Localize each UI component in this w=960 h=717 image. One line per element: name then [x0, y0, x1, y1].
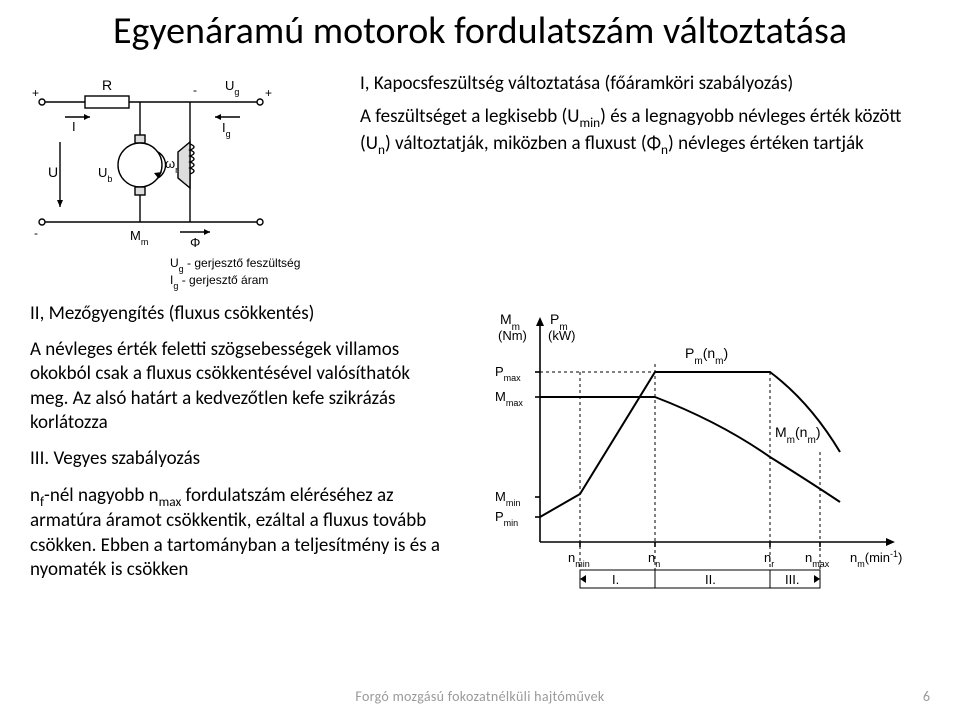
- svg-text:Pmin: Pmin: [495, 509, 518, 528]
- section-3-body: nf-nél nagyobb nmax fordulatszám elérésé…: [30, 484, 450, 583]
- svg-text:III.: III.: [785, 572, 799, 587]
- svg-text:nmin: nmin: [568, 550, 590, 569]
- page-title: Egyenáramú motorok fordulatszám változta…: [30, 10, 930, 54]
- svg-text:Mm(nm): Mm(nm): [775, 424, 820, 446]
- svg-text:Mmax: Mmax: [495, 389, 523, 408]
- svg-text:-: -: [193, 83, 197, 97]
- svg-text:II.: II.: [705, 572, 716, 587]
- svg-text:(Nm): (Nm): [498, 328, 527, 343]
- svg-text:+: +: [265, 86, 272, 100]
- circuit-diagram: + - R I ωm: [30, 62, 340, 292]
- svg-text:-: -: [34, 226, 38, 240]
- svg-text:Mmin: Mmin: [495, 489, 520, 508]
- circuit-legend-1: Ug - gerjesztő feszültség: [170, 256, 300, 274]
- footer-text: Forgó mozgású fokozatnélküli hajtóművek: [0, 688, 960, 705]
- svg-text:U: U: [48, 164, 58, 180]
- svg-text:Ig: Ig: [222, 120, 231, 139]
- performance-chart: Mm (Nm) Pm (kW) Pmax Mmax Mmin Pmin nmin…: [470, 302, 930, 602]
- svg-text:Mm: Mm: [130, 228, 148, 247]
- section-2-body: A névleges érték feletti szögsebességek …: [30, 338, 450, 435]
- svg-text:nm(min-1): nm(min-1): [850, 549, 902, 569]
- svg-text:nr: nr: [764, 550, 774, 569]
- svg-text:(kW): (kW): [548, 328, 575, 343]
- left-text: II, Mezőgyengítés (fluxus csökkentés) A …: [30, 302, 450, 607]
- svg-text:Pmax: Pmax: [495, 364, 521, 383]
- svg-text:nmax: nmax: [805, 550, 830, 569]
- page-number: 6: [923, 688, 930, 705]
- bottom-row: II, Mezőgyengítés (fluxus csökkentés) A …: [30, 302, 930, 607]
- section-1-heading: I, Kapocsfeszültség változtatása (főáram…: [360, 72, 930, 96]
- svg-text:Ug: Ug: [225, 78, 239, 97]
- svg-text:R: R: [102, 77, 112, 93]
- svg-text:I.: I.: [612, 572, 619, 587]
- circuit-diagram-container: + - R I ωm: [30, 62, 340, 297]
- section-3-heading: III. Vegyes szabályozás: [30, 447, 450, 471]
- section-1: I, Kapocsfeszültség változtatása (főáram…: [360, 62, 930, 297]
- svg-text:I: I: [72, 119, 76, 134]
- top-row: + - R I ωm: [30, 62, 930, 297]
- chart-container: Mm (Nm) Pm (kW) Pmax Mmax Mmin Pmin nmin…: [470, 302, 930, 607]
- svg-text:Φ: Φ: [190, 235, 200, 250]
- section-1-body: A feszültséget a legkisebb (Umin) és a l…: [360, 105, 930, 158]
- svg-text:Pm(nm): Pm(nm): [685, 345, 728, 367]
- svg-text:nn: nn: [648, 550, 660, 569]
- circuit-legend-2: Ig - gerjesztő áram: [170, 273, 268, 291]
- section-2-heading: II, Mezőgyengítés (fluxus csökkentés): [30, 302, 450, 326]
- svg-text:Ub: Ub: [98, 165, 112, 184]
- svg-text:+: +: [32, 86, 39, 100]
